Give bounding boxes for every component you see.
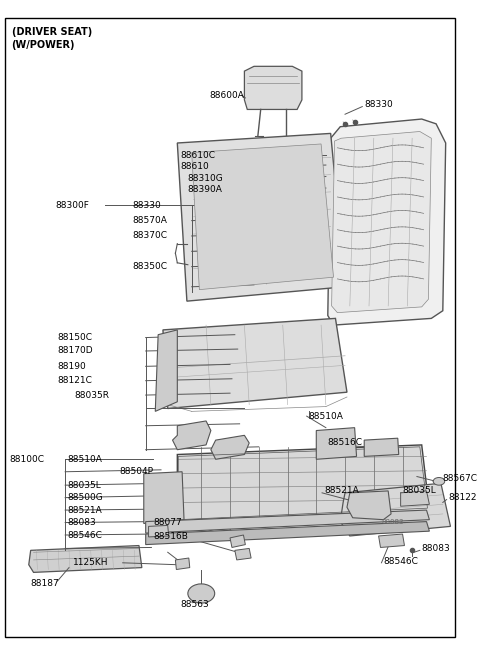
Ellipse shape [188, 584, 215, 603]
Text: 88521A: 88521A [67, 506, 102, 515]
Text: 88610C: 88610C [180, 151, 215, 160]
Text: 88035R: 88035R [75, 390, 110, 400]
Polygon shape [177, 445, 430, 521]
Ellipse shape [433, 477, 445, 485]
Polygon shape [192, 144, 334, 290]
Text: 88504P: 88504P [120, 467, 154, 476]
Text: 88570A: 88570A [132, 216, 167, 225]
Polygon shape [347, 491, 391, 519]
Text: 88035L: 88035L [67, 481, 101, 490]
Polygon shape [316, 428, 357, 459]
Text: 88510A: 88510A [67, 455, 102, 464]
Text: 88563: 88563 [180, 599, 209, 608]
Polygon shape [163, 318, 347, 409]
Polygon shape [379, 534, 405, 548]
Polygon shape [401, 491, 430, 506]
Text: 88300F: 88300F [56, 201, 89, 210]
Text: 88083: 88083 [422, 544, 450, 553]
Text: 88610: 88610 [180, 162, 209, 172]
Text: 88310G: 88310G [188, 174, 224, 183]
Polygon shape [340, 483, 450, 536]
Polygon shape [29, 546, 142, 572]
Text: (W/POWER): (W/POWER) [12, 41, 75, 50]
Text: 88600A: 88600A [209, 90, 244, 100]
Text: 88521A: 88521A [324, 487, 359, 495]
Polygon shape [177, 134, 345, 301]
Text: 88190: 88190 [58, 362, 86, 371]
Text: 88100C: 88100C [10, 455, 45, 464]
Text: 88035L: 88035L [403, 487, 436, 495]
Text: 88077: 88077 [153, 518, 182, 527]
Text: 88500G: 88500G [67, 493, 103, 502]
Polygon shape [155, 330, 177, 411]
Text: 1125KH: 1125KH [73, 558, 108, 567]
Text: 88370C: 88370C [132, 231, 167, 240]
Text: 88510A: 88510A [309, 411, 344, 421]
Text: 88516C: 88516C [328, 438, 363, 447]
Polygon shape [244, 66, 302, 109]
Text: (DRIVER SEAT): (DRIVER SEAT) [12, 27, 92, 37]
Polygon shape [149, 525, 168, 537]
Polygon shape [144, 472, 184, 523]
Polygon shape [364, 438, 399, 457]
Text: 88083: 88083 [67, 518, 96, 527]
Polygon shape [235, 548, 251, 560]
Polygon shape [230, 535, 245, 548]
Polygon shape [328, 119, 446, 325]
Polygon shape [332, 132, 432, 312]
Text: 88567C: 88567C [443, 474, 478, 483]
Text: 88170D: 88170D [58, 346, 93, 356]
Text: 88121C: 88121C [58, 376, 92, 385]
Text: 88187: 88187 [31, 580, 60, 588]
Polygon shape [146, 510, 430, 533]
Text: 88390A: 88390A [188, 185, 223, 193]
Text: 88546C: 88546C [67, 531, 102, 540]
Text: 88546C: 88546C [384, 557, 418, 567]
Polygon shape [172, 421, 211, 450]
Text: 88122: 88122 [448, 493, 477, 502]
Text: 88083: 88083 [382, 519, 404, 525]
Text: 88330: 88330 [132, 201, 161, 210]
Polygon shape [146, 521, 430, 544]
Polygon shape [175, 558, 190, 569]
Text: 88330: 88330 [364, 100, 393, 109]
Text: 88516B: 88516B [153, 533, 188, 542]
Polygon shape [211, 436, 249, 459]
Text: 88150C: 88150C [58, 333, 93, 342]
Text: 88350C: 88350C [132, 262, 167, 271]
